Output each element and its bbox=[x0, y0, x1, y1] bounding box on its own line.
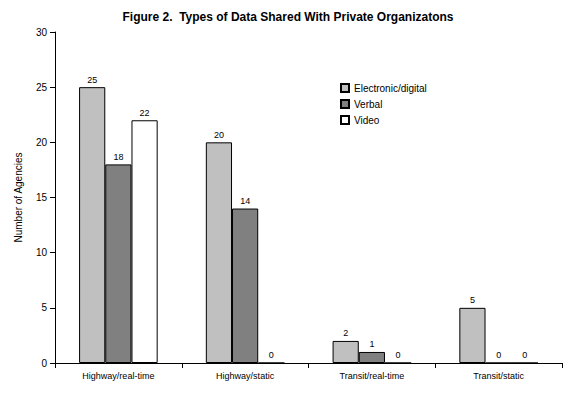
svg-text:25: 25 bbox=[87, 75, 97, 85]
svg-text:Number of Agencies: Number of Agencies bbox=[13, 152, 24, 242]
svg-text:18: 18 bbox=[113, 152, 123, 162]
svg-text:25: 25 bbox=[36, 82, 48, 93]
svg-text:Highway/real-time: Highway/real-time bbox=[82, 371, 154, 381]
svg-text:0: 0 bbox=[522, 350, 527, 360]
svg-text:Transit/static: Transit/static bbox=[473, 371, 524, 381]
svg-text:5: 5 bbox=[470, 295, 475, 305]
svg-text:5: 5 bbox=[41, 302, 47, 313]
svg-text:2: 2 bbox=[343, 328, 348, 338]
svg-text:22: 22 bbox=[140, 108, 150, 118]
svg-text:0: 0 bbox=[41, 358, 47, 369]
svg-text:20: 20 bbox=[36, 137, 48, 148]
svg-text:0: 0 bbox=[396, 350, 401, 360]
svg-text:1: 1 bbox=[369, 339, 374, 349]
svg-text:30: 30 bbox=[36, 27, 48, 38]
svg-text:Highway/static: Highway/static bbox=[216, 371, 275, 381]
svg-text:20: 20 bbox=[214, 130, 224, 140]
svg-text:Video: Video bbox=[354, 115, 380, 126]
svg-text:0: 0 bbox=[496, 350, 501, 360]
svg-text:Transit/real-time: Transit/real-time bbox=[340, 371, 405, 381]
svg-text:0: 0 bbox=[269, 350, 274, 360]
svg-text:10: 10 bbox=[36, 247, 48, 258]
svg-text:Figure 2. Types of Data Share: Figure 2. Types of Data Shared With Priv… bbox=[122, 10, 453, 24]
svg-text:14: 14 bbox=[240, 196, 250, 206]
svg-text:Verbal: Verbal bbox=[354, 99, 382, 110]
svg-text:Electronic/digital: Electronic/digital bbox=[354, 83, 427, 94]
svg-text:15: 15 bbox=[36, 192, 48, 203]
